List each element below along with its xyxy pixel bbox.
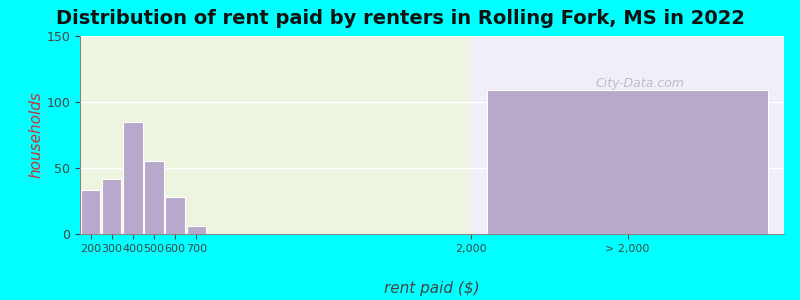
Y-axis label: households: households [29, 92, 44, 178]
Bar [486, 90, 768, 234]
Bar [123, 122, 142, 234]
Bar [102, 178, 122, 234]
Text: City-Data.com: City-Data.com [595, 77, 685, 91]
Bar [81, 190, 100, 234]
Bar [186, 226, 206, 234]
Bar [166, 197, 185, 234]
Text: rent paid ($): rent paid ($) [384, 280, 480, 296]
Bar [144, 161, 164, 234]
Text: Distribution of rent paid by renters in Rolling Fork, MS in 2022: Distribution of rent paid by renters in … [55, 9, 745, 28]
